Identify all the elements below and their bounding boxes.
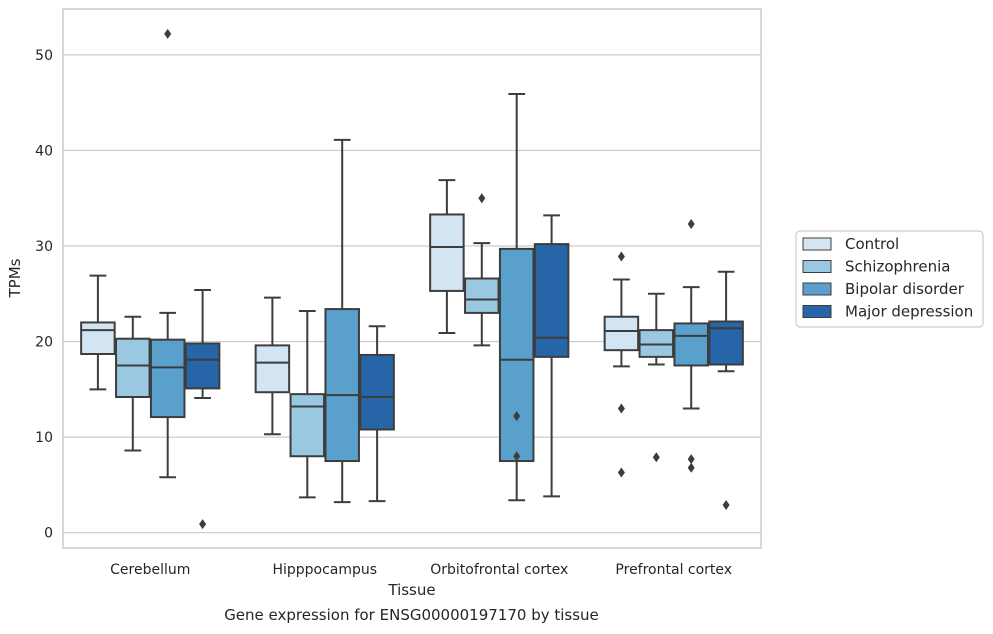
legend-swatch: [802, 237, 832, 251]
x-axis-title: Tissue: [387, 581, 435, 599]
y-tick-label: 10: [35, 430, 53, 446]
y-tick-label: 30: [35, 239, 53, 255]
box-2-2: [498, 93, 535, 502]
legend: Control Schizophrenia Bipolar disorder Majo…: [795, 230, 984, 328]
box-iqr: [429, 213, 465, 292]
box-iqr: [115, 337, 151, 399]
y-axis-title: TPMs: [6, 258, 24, 298]
box-2-3: [533, 214, 570, 498]
box-iqr: [324, 308, 360, 463]
legend-swatch: [802, 260, 832, 273]
box-2-1: [464, 193, 500, 347]
box-3-0: [603, 251, 640, 478]
y-tick-label: 50: [35, 48, 53, 64]
box-1-1: [289, 309, 326, 499]
outlier-point: [617, 403, 625, 414]
legend-label: Schizophrenia: [845, 258, 950, 276]
legend-frame: [795, 230, 984, 328]
legend-label: Major depression: [845, 303, 973, 321]
box-0-0: [80, 274, 116, 391]
outlier-point: [687, 219, 695, 230]
box-0-1: [115, 315, 151, 452]
box-1-0: [254, 296, 291, 436]
box-2-0: [429, 179, 465, 334]
outlier-point: [617, 251, 625, 262]
y-tick-label: 20: [35, 335, 53, 351]
box-3-2: [673, 219, 709, 473]
box-3-3: [708, 270, 744, 510]
box-iqr: [673, 322, 709, 367]
outlier-point: [199, 519, 207, 530]
outlier-point: [687, 454, 695, 465]
box-3-1: [638, 292, 675, 463]
box-iqr: [359, 353, 395, 431]
outlier-point: [478, 193, 486, 204]
x-tick-label: Cerebellum: [110, 562, 190, 578]
box-iqr: [289, 393, 326, 458]
y-tick-labels: 0 10 20 30 40 50: [35, 48, 53, 542]
box-iqr: [603, 315, 640, 352]
outlier-point: [687, 462, 695, 473]
x-tick-label: Orbitofrontal cortex: [430, 562, 568, 578]
outlier-point: [652, 452, 660, 463]
x-tick-label: Hipppocampus: [272, 562, 377, 578]
x-tick-label: Prefrontal cortex: [615, 562, 732, 578]
outlier-point: [513, 411, 521, 422]
box-1-3: [359, 325, 395, 503]
legend-swatch: [802, 305, 832, 318]
y-tick-label: 0: [44, 526, 53, 542]
outlier-point: [617, 467, 625, 478]
outlier-point: [722, 499, 730, 510]
box-iqr: [254, 344, 291, 394]
outlier-point: [164, 28, 172, 39]
box-iqr: [184, 342, 221, 390]
box-1-2: [324, 138, 360, 504]
legend-swatch: [802, 282, 832, 296]
legend-label: Control: [845, 235, 899, 253]
x-tick-labels: Cerebellum Hipppocampus Orbitofrontal cort…: [110, 562, 732, 578]
y-tick-label: 40: [35, 143, 53, 159]
box-iqr: [464, 277, 500, 314]
legend-label: Bipolar disorder: [845, 280, 965, 298]
outlier-point: [513, 451, 521, 462]
box-0-2: [149, 28, 186, 479]
box-iqr: [498, 247, 535, 463]
boxes: [80, 28, 744, 530]
box-iqr: [149, 338, 186, 419]
plot-frame: [62, 8, 762, 549]
box-iqr: [533, 243, 570, 358]
box-0-3: [184, 288, 221, 530]
box-iqr: [80, 321, 116, 355]
figure-caption: Gene expression for ENSG00000197170 by t…: [224, 606, 599, 624]
plot-border: [62, 8, 762, 549]
